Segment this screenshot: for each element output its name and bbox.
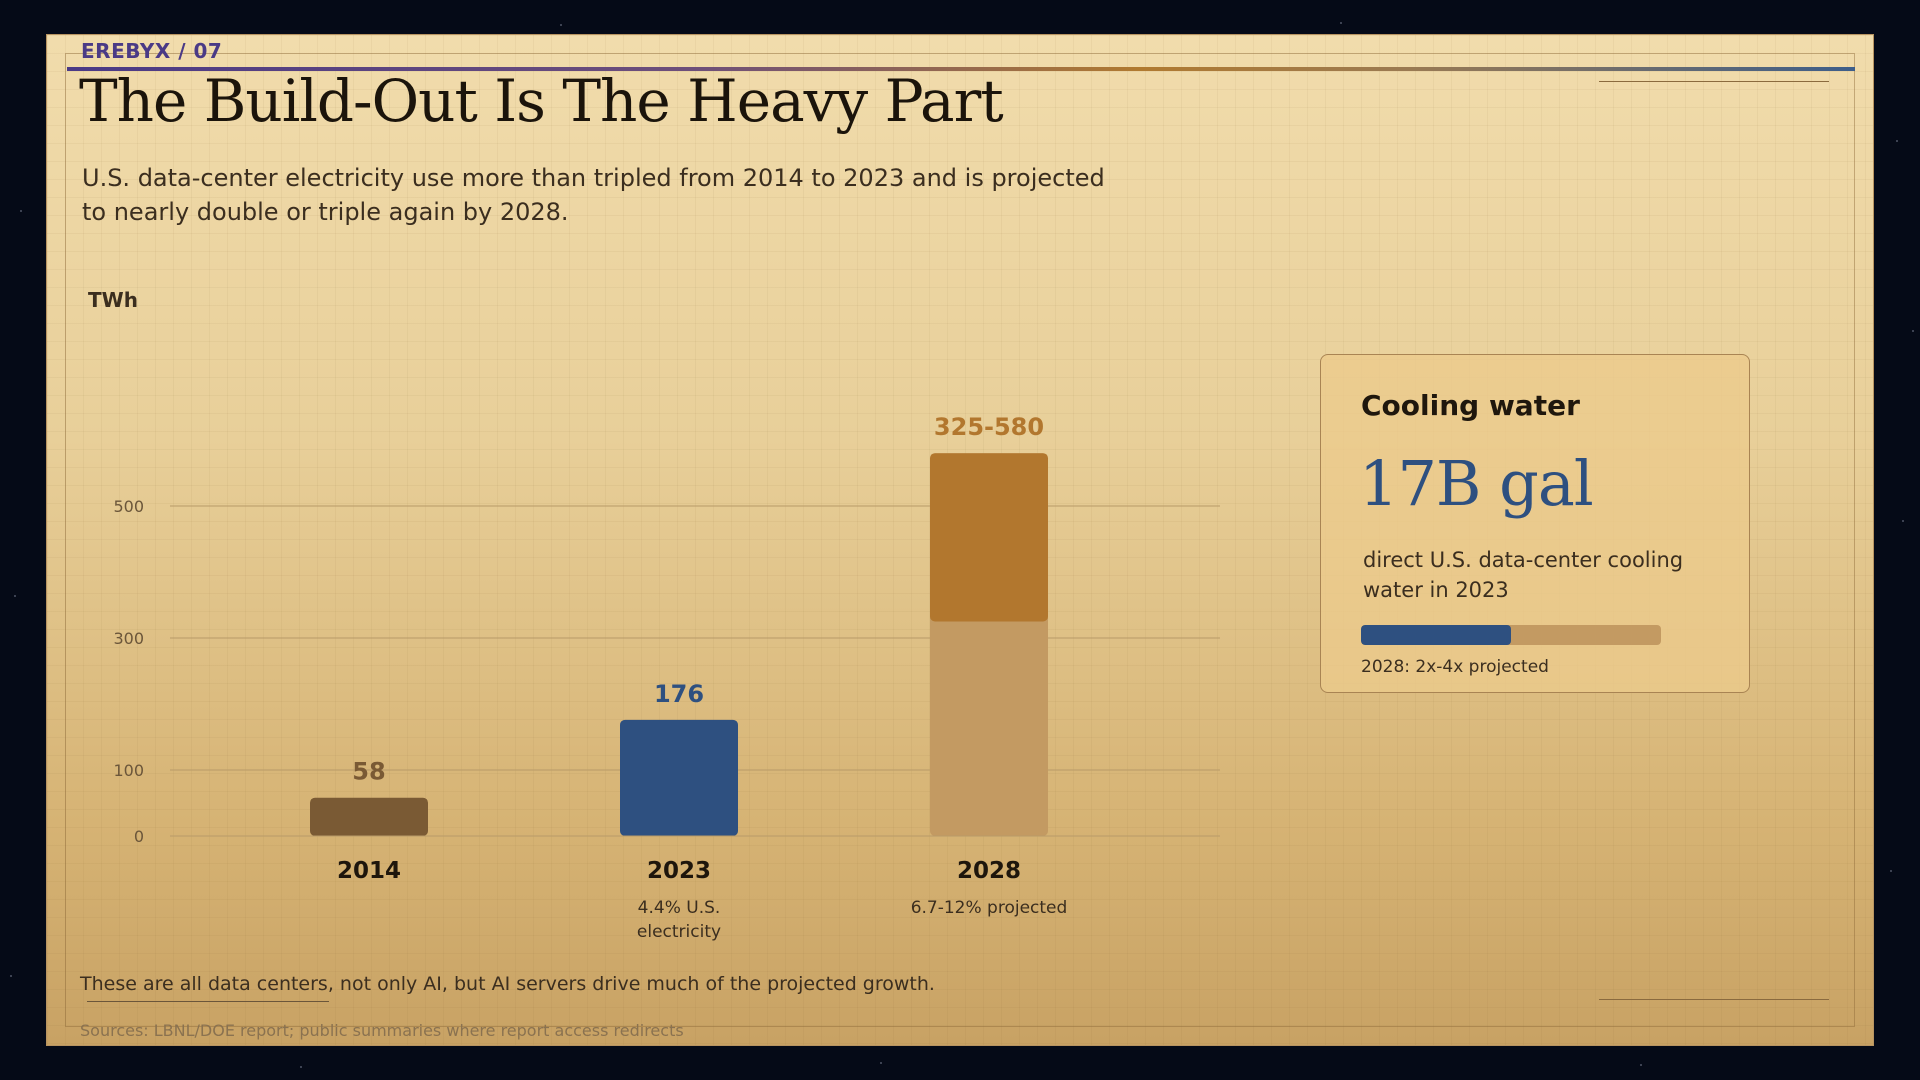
footnote-underline xyxy=(87,1001,329,1002)
sources-line: Sources: LBNL/DOE report; public summari… xyxy=(80,1021,684,1040)
cooling-water-card: Cooling water 17B gal direct U.S. data-c… xyxy=(1320,354,1750,693)
bar-2028-high-range xyxy=(930,453,1048,622)
x-tick-label-2028: 2028 xyxy=(957,858,1021,884)
decorative-rule-bottom xyxy=(1599,999,1829,1000)
bar-chart: 0 100 300 500 58 2014 176 2023 4.4% U.S. electric… xyxy=(113,413,1220,942)
bar-note-2023: 4.4% U.S. xyxy=(638,898,721,918)
x-tick-label-2023: 2023 xyxy=(647,858,711,884)
y-tick-label-300: 300 xyxy=(113,629,144,648)
x-tick-label-2014: 2014 xyxy=(337,858,401,884)
y-tick-label-0: 0 xyxy=(134,827,144,846)
y-tick-label-500: 500 xyxy=(113,497,144,516)
inner-frame xyxy=(65,53,1855,1027)
slide-subtitle: U.S. data-center electricity use more th… xyxy=(82,164,1105,226)
bar-note-2028: 6.7-12% projected xyxy=(911,898,1068,918)
cooling-progress-fill xyxy=(1361,625,1511,645)
card-title: Cooling water xyxy=(1361,389,1580,422)
card-description: direct U.S. data-center cooling water in… xyxy=(1363,548,1684,602)
slide-title: The Build-Out Is The Heavy Part xyxy=(79,67,1004,135)
card-value: 17B gal xyxy=(1359,447,1594,520)
y-tick-label-100: 100 xyxy=(113,761,144,780)
bar-2023 xyxy=(620,719,738,836)
data-label-2028: 325-580 xyxy=(934,413,1044,441)
kicker-rule xyxy=(67,67,1855,71)
decorative-rule-top xyxy=(1599,81,1829,82)
card-footnote: 2028: 2x-4x projected xyxy=(1361,657,1549,677)
data-label-2023: 176 xyxy=(654,680,704,708)
cooling-progress-track xyxy=(1361,625,1661,645)
data-label-2014: 58 xyxy=(352,758,385,786)
y-axis-unit: TWh xyxy=(88,288,138,312)
bar-note-2023: electricity xyxy=(637,922,721,942)
slide-kicker: EREBYX / 07 xyxy=(81,39,223,63)
bar-2014 xyxy=(310,797,428,836)
slide-footnote: These are all data centers, not only AI,… xyxy=(80,973,935,995)
slide: EREBYX / 07 The Build-Out Is The Heavy P… xyxy=(46,34,1874,1046)
